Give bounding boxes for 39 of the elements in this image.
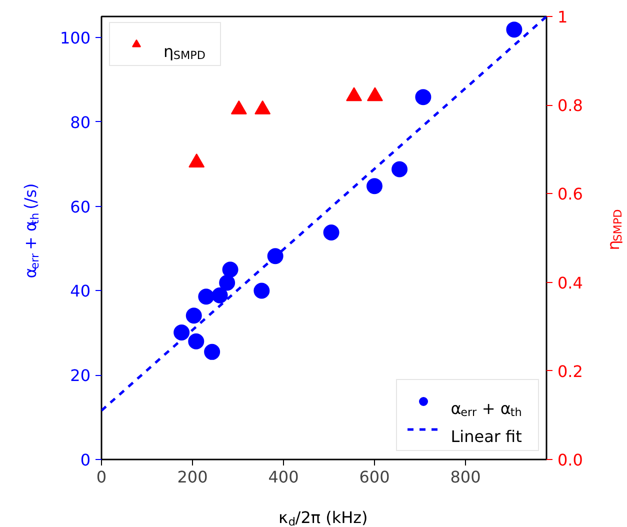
point xyxy=(204,344,220,360)
y-tick-label: 100 xyxy=(60,28,91,48)
point xyxy=(254,282,270,299)
point xyxy=(174,324,190,340)
point xyxy=(267,248,284,264)
point xyxy=(212,287,228,304)
point xyxy=(222,262,238,278)
x-tick-label: 800 xyxy=(450,468,481,486)
point xyxy=(230,100,247,114)
y2-axis-title: ηSMPD xyxy=(604,209,624,250)
point xyxy=(188,154,205,168)
y-tick-label: 60 xyxy=(70,197,90,216)
point xyxy=(188,333,204,350)
y2-tick-label: 0.0 xyxy=(558,450,583,470)
point xyxy=(198,288,214,305)
point xyxy=(186,308,202,324)
x-tick-label: 0 xyxy=(96,468,107,486)
y-tick-label: 20 xyxy=(70,366,90,386)
y2-tick-label: 1 xyxy=(558,8,568,26)
y2-tick-label: 0.8 xyxy=(558,96,583,116)
legend-label: Linear fit xyxy=(450,426,522,446)
x-tick-label: 200 xyxy=(177,468,208,486)
y2-tick-label: 0.2 xyxy=(558,362,583,381)
point xyxy=(219,274,236,291)
y-tick-label: 0 xyxy=(80,450,91,470)
point xyxy=(366,178,383,194)
y-tick-label: 40 xyxy=(70,282,90,301)
x-tick-label: 600 xyxy=(359,468,390,486)
point xyxy=(506,22,522,38)
point xyxy=(323,224,340,240)
y-tick-label: 80 xyxy=(70,112,90,132)
x-tick-label: 400 xyxy=(268,468,299,486)
point xyxy=(346,87,362,102)
point xyxy=(415,89,432,106)
point xyxy=(366,87,383,102)
point xyxy=(254,100,271,114)
y2-tick-label: 0.4 xyxy=(558,273,583,292)
y2-tick-label: 0.6 xyxy=(558,184,583,204)
point xyxy=(392,161,408,178)
